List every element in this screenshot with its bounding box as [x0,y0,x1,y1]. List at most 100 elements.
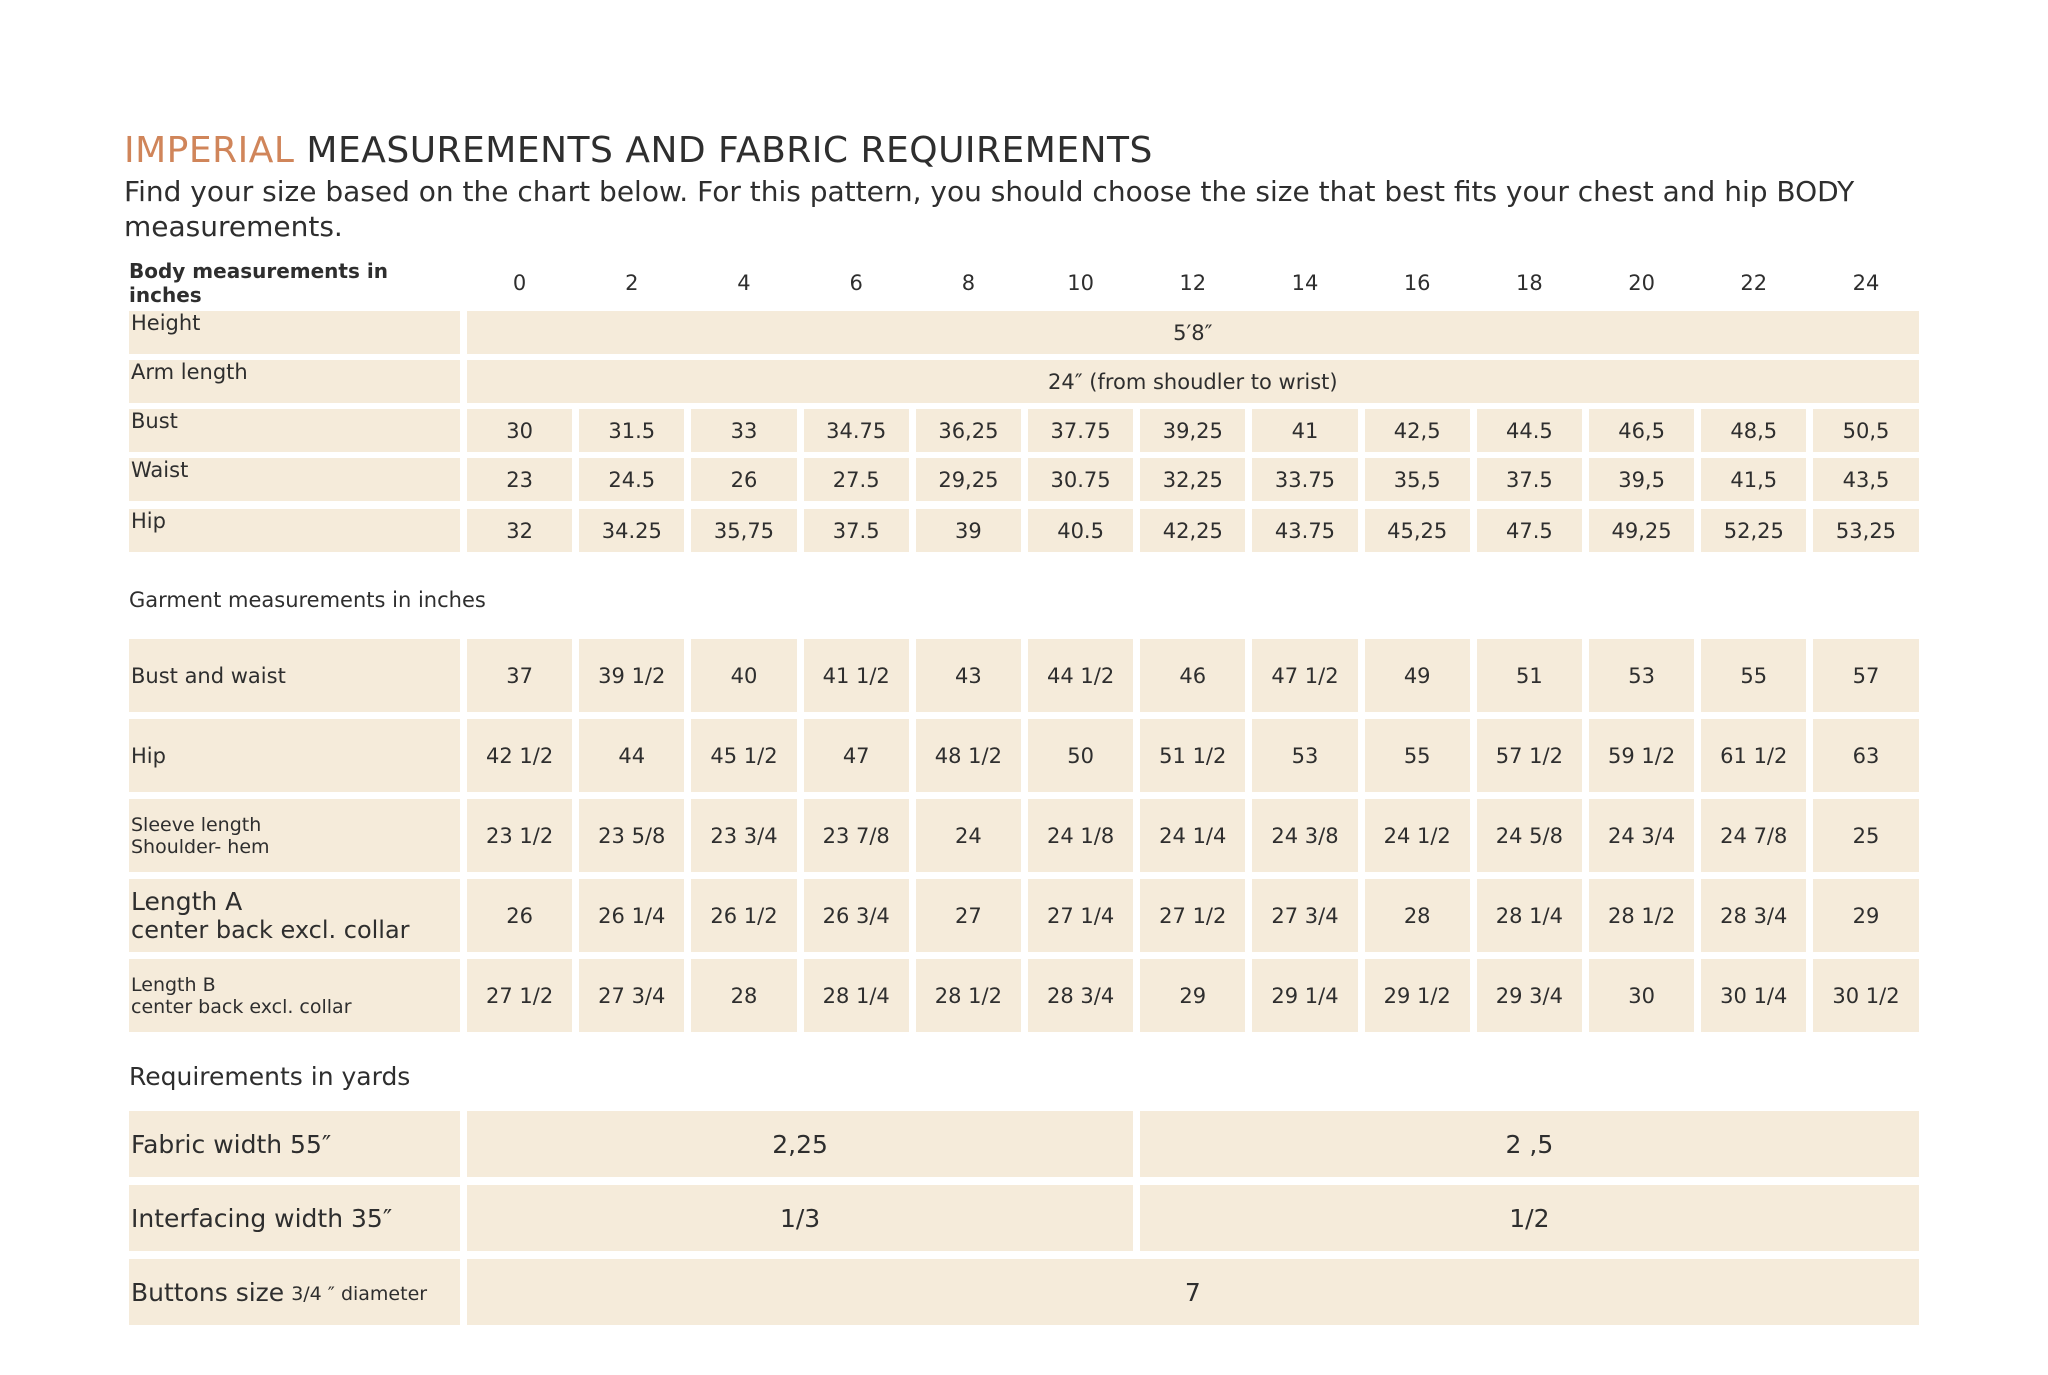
cell-value: 37.5 [803,509,909,552]
cell-value: 51 1/2 [1140,719,1246,792]
cell-value: 26 [691,458,797,501]
cell-value: 44 1/2 [1028,639,1134,712]
title-accent: IMPERIAL [124,130,295,171]
cell-value: 39,25 [1140,409,1246,452]
cell-value: 27 3/4 [579,959,685,1032]
row-label: Hip [129,719,460,792]
row-label: Sleeve length Shoulder- hem [129,799,460,872]
row-label: Bust [129,409,460,452]
cell-value: 27 1/2 [467,959,573,1032]
cell-value: 5′8″ [467,311,1919,354]
cell-value: 29 1/2 [1364,959,1470,1032]
intro: Find your size based on the chart below.… [124,175,1855,243]
cell-value: 31.5 [579,409,685,452]
size-header: 14 [1291,271,1319,295]
cell-value: 39 [915,509,1021,552]
cell-value: 53 [1252,719,1358,792]
cell-value: 29 1/4 [1252,959,1358,1032]
cell-value: 34.25 [579,509,685,552]
label-line: center back excl. collar [131,916,410,944]
cell-value: 52,25 [1701,509,1807,552]
cell-value: 33.75 [1252,458,1358,501]
cell-value: 24″ (from shoudler to wrist) [467,360,1919,403]
cell-value: 30 [467,409,573,452]
label-line: center back excl. collar [131,995,352,1018]
cell-value: 24 3/8 [1252,799,1358,872]
cell-value: 29,25 [915,458,1021,501]
cell-value: 23 5/8 [579,799,685,872]
cell-value: 28 [691,959,797,1032]
row-label: Arm length [129,360,460,403]
cell-value: 42,5 [1364,409,1470,452]
body-header: Body measurements in inches [129,259,388,307]
row-label: Fabric width 55″ [129,1111,460,1177]
cell-value: 37 [467,639,573,712]
cell-value: 27 [915,879,1021,952]
row-label: Interfacing width 35″ [129,1185,460,1251]
row-label: Bust and waist [129,639,460,712]
cell-value: 39,5 [1589,458,1695,501]
size-header: 18 [1516,271,1543,295]
cell-value: 50 [1028,719,1134,792]
cell-value: 41,5 [1701,458,1807,501]
size-header: 0 [512,271,527,295]
label-text: Interfacing width 35″ [131,1203,393,1233]
cell-value: 61 1/2 [1701,719,1807,792]
cell-value: 24 7/8 [1701,799,1807,872]
cell-value: 41 1/2 [803,639,909,712]
cell-value: 55 [1364,719,1470,792]
cell-value: 27 1/4 [1028,879,1134,952]
requirements-heading: Requirements in yards [129,1061,411,1091]
cell-value: 26 3/4 [803,879,909,952]
cell-value: 34.75 [803,409,909,452]
cell-value: 47.5 [1476,509,1582,552]
cell-value: 35,5 [1364,458,1470,501]
size-header: 8 [961,271,976,295]
size-header: 4 [737,271,751,295]
cell-value: 29 [1813,879,1919,952]
cell-value: 35,75 [691,509,797,552]
cell-value: 39 1/2 [579,639,685,712]
cell-value: 48,5 [1701,409,1807,452]
cell-value: 49,25 [1589,509,1695,552]
cell-value: 43,5 [1813,458,1919,501]
size-header: 20 [1628,271,1655,295]
cell-value: 46,5 [1589,409,1695,452]
cell-value: 53 [1589,639,1695,712]
title: IMPERIAL MEASUREMENTS AND FABRIC REQUIRE… [124,130,1153,171]
cell-value: 63 [1813,719,1919,792]
cell-value: 23 7/8 [803,799,909,872]
cell-value: 23 [467,458,573,501]
cell-value: 26 [467,879,573,952]
label-line: Shoulder- hem [131,835,270,858]
size-header: 22 [1740,271,1768,295]
label-text: Fabric width 55″ [131,1129,332,1159]
cell-value: 30 1/2 [1813,959,1919,1032]
cell-value: 42 1/2 [467,719,573,792]
cell-value: 1/3 [467,1185,1134,1251]
label-text: Buttons size [131,1277,285,1307]
cell-value: 46 [1140,639,1246,712]
size-header: 6 [849,271,863,295]
cell-value: 44 [579,719,685,792]
cell-value: 47 [803,719,909,792]
cell-value: 23 3/4 [691,799,797,872]
cell-value: 51 [1476,639,1582,712]
cell-value: 24 1/8 [1028,799,1134,872]
cell-value: 48 1/2 [915,719,1021,792]
garment-heading: Garment measurements in inches [129,588,486,612]
size-header: 2 [625,271,639,295]
cell-value: 59 1/2 [1589,719,1695,792]
cell-value: 27.5 [803,458,909,501]
row-label: Waist [129,458,460,501]
cell-value: 2 ,5 [1140,1111,1919,1177]
cell-value: 26 1/2 [691,879,797,952]
label-note: 3/4 ″ diameter [291,1283,428,1305]
cell-value: 24 1/2 [1364,799,1470,872]
row-label: Buttons size 3/4 ″ diameter [129,1259,460,1325]
cell-value: 27 3/4 [1252,879,1358,952]
cell-value: 33 [691,409,797,452]
cell-value: 24 3/4 [1589,799,1695,872]
